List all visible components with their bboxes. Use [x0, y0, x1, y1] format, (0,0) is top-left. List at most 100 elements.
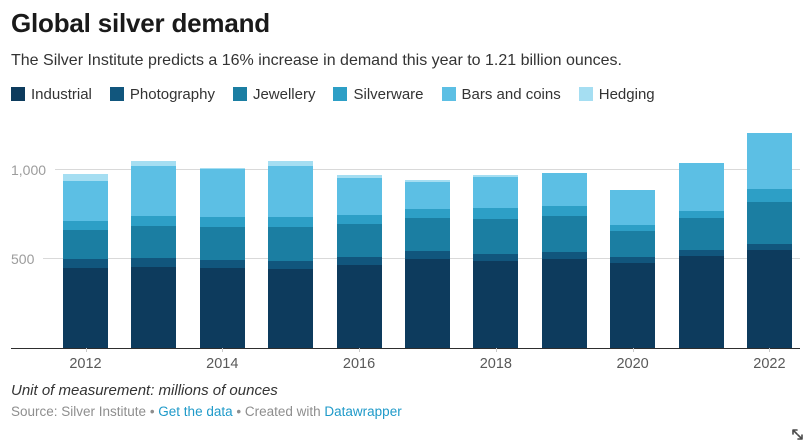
bar-segment-bars-and-coins[interactable]: [746, 132, 792, 190]
bar-segment-silverware[interactable]: [131, 216, 177, 226]
legend-item-hedging: Hedging: [578, 86, 655, 103]
datawrapper-link[interactable]: Datawrapper: [324, 403, 402, 419]
bar-segment-industrial[interactable]: [678, 256, 724, 348]
bar-segment-silverware[interactable]: [473, 208, 519, 219]
bar-segment-industrial[interactable]: [336, 264, 382, 348]
plot-area: 500 1,000 2012 2014 2016 2018 2020 2022: [11, 127, 800, 372]
bar-segment-silverware[interactable]: [268, 217, 314, 228]
bar-segment-bars-and-coins[interactable]: [473, 177, 519, 209]
legend-item-bars-and-coins: Bars and coins: [441, 85, 561, 103]
source-line: Source: Silver Institute • Get the data …: [11, 404, 800, 419]
bar-segment-photography[interactable]: [199, 259, 245, 269]
legend-label: Industrial: [31, 85, 92, 103]
bar-segment-silverware[interactable]: [404, 208, 450, 219]
bar-segment-photography[interactable]: [63, 258, 108, 268]
bar-segment-bars-and-coins[interactable]: [199, 169, 245, 218]
bar-segment-silverware[interactable]: [746, 189, 792, 203]
bar-segment-industrial[interactable]: [63, 267, 108, 348]
bar-segment-industrial[interactable]: [131, 266, 177, 348]
legend-swatch-jewellery: [232, 87, 247, 102]
bar-segment-photography[interactable]: [610, 257, 656, 264]
bar-segment-photography[interactable]: [746, 244, 792, 250]
created-with-text: Created with: [244, 403, 321, 419]
legend-label: Photography: [129, 85, 215, 103]
bar-segment-industrial[interactable]: [610, 263, 656, 348]
bar-segment-photography[interactable]: [131, 257, 177, 267]
bar-2017[interactable]: [404, 180, 450, 348]
bar-2014[interactable]: 2014: [199, 167, 245, 372]
legend-label: Bars and coins: [461, 85, 561, 103]
bar-segment-industrial[interactable]: [404, 258, 450, 348]
bar-segment-industrial[interactable]: [268, 269, 314, 348]
legend-item-industrial: Industrial: [11, 86, 92, 103]
bar-segment-jewellery[interactable]: [404, 218, 450, 252]
bar-segment-silverware[interactable]: [610, 225, 656, 231]
x-axis-tick: [632, 347, 634, 352]
bar-segment-jewellery[interactable]: [336, 224, 382, 258]
bar-segment-hedging[interactable]: [131, 161, 177, 167]
get-data-link[interactable]: Get the data: [158, 403, 233, 419]
bar-2021[interactable]: [678, 162, 724, 348]
resize-handle[interactable]: [788, 425, 806, 443]
y-axis-label-500: 500: [11, 249, 44, 268]
bar-segment-jewellery[interactable]: [678, 218, 724, 251]
bar-segment-photography[interactable]: [336, 257, 382, 265]
bar-segment-bars-and-coins[interactable]: [336, 177, 382, 216]
bar-segment-bars-and-coins[interactable]: [610, 189, 656, 226]
bar-segment-bars-and-coins[interactable]: [404, 182, 450, 209]
bar-2022[interactable]: 2022: [746, 132, 792, 372]
x-axis-tick: [85, 347, 87, 352]
bar-segment-photography[interactable]: [678, 250, 724, 257]
bar-segment-hedging[interactable]: [199, 167, 245, 170]
bar-segment-silverware[interactable]: [199, 217, 245, 228]
bar-segment-jewellery[interactable]: [541, 216, 587, 252]
x-axis-label: 2012: [69, 355, 102, 372]
bar-segment-jewellery[interactable]: [199, 227, 245, 260]
gridline-1000: [11, 168, 800, 170]
bar-2012[interactable]: 2012: [63, 174, 108, 372]
bar-segment-bars-and-coins[interactable]: [541, 172, 587, 206]
bar-segment-bars-and-coins[interactable]: [268, 165, 314, 218]
bar-segment-bars-and-coins[interactable]: [131, 166, 177, 217]
bar-segment-silverware[interactable]: [678, 211, 724, 219]
bar-2019[interactable]: [541, 172, 587, 348]
unit-note: Unit of measurement: millions of ounces: [11, 381, 278, 399]
bar-segment-jewellery[interactable]: [746, 202, 792, 245]
bar-segment-jewellery[interactable]: [473, 218, 519, 255]
bar-segment-jewellery[interactable]: [268, 227, 314, 262]
bar-segment-hedging[interactable]: [268, 161, 314, 166]
bar-2020[interactable]: 2020: [610, 189, 656, 372]
x-axis-tick: [769, 347, 771, 352]
bar-segment-bars-and-coins[interactable]: [63, 180, 108, 222]
bar-segment-jewellery[interactable]: [131, 225, 177, 258]
x-axis-tick: [359, 347, 361, 352]
x-axis-label: 2014: [206, 355, 239, 372]
legend-swatch-industrial: [11, 87, 25, 102]
dot-separator: •: [146, 403, 159, 419]
bar-segment-silverware[interactable]: [63, 221, 108, 231]
bar-segment-hedging[interactable]: [473, 175, 519, 178]
bar-segment-industrial[interactable]: [746, 249, 792, 348]
bar-segment-photography[interactable]: [404, 251, 450, 259]
bar-segment-photography[interactable]: [268, 261, 314, 270]
bar-segment-photography[interactable]: [473, 254, 519, 262]
bar-segment-hedging[interactable]: [336, 175, 382, 178]
bar-segment-jewellery[interactable]: [63, 230, 108, 259]
bar-segment-industrial[interactable]: [541, 258, 587, 348]
bar-2015[interactable]: [268, 161, 314, 348]
bar-segment-industrial[interactable]: [473, 261, 519, 348]
bar-2018[interactable]: 2018: [473, 175, 519, 372]
y-axis-label-1000: 1,000: [11, 160, 56, 179]
bar-segment-bars-and-coins[interactable]: [678, 162, 724, 212]
bar-segment-silverware[interactable]: [541, 205, 587, 217]
bar-2013[interactable]: [131, 161, 177, 348]
bar-segment-silverware[interactable]: [336, 215, 382, 225]
legend-item-jewellery: Jewellery: [232, 86, 315, 103]
bar-segment-hedging[interactable]: [63, 174, 108, 181]
bar-2016[interactable]: 2016: [336, 175, 382, 372]
bar-segment-photography[interactable]: [541, 251, 587, 259]
x-axis-label: 2022: [753, 355, 786, 372]
bar-segment-hedging[interactable]: [404, 180, 450, 183]
bar-segment-industrial[interactable]: [199, 268, 245, 348]
bar-segment-jewellery[interactable]: [610, 230, 656, 258]
